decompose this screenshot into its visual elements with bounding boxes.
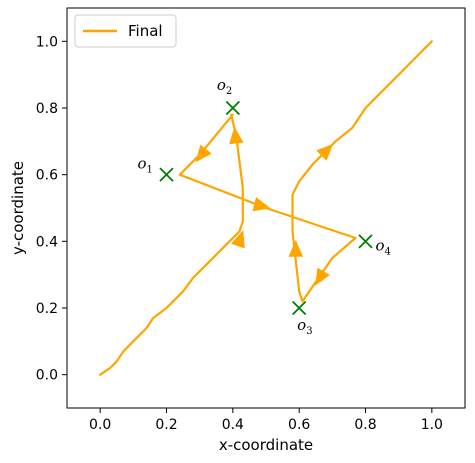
y-tick-label: 0.8	[36, 101, 58, 117]
ticks: 0.0 0.2 0.4 0.6 0.8 1.0 0.0 0.2 0.4 0.6 0.8 1.0	[36, 34, 443, 433]
direction-arrow	[195, 144, 212, 163]
observation-label-o2: o2	[217, 76, 232, 97]
x-tick-label: 0.0	[89, 417, 111, 433]
observation-label-o3: o3	[297, 316, 312, 337]
observation-marker-o3	[292, 300, 307, 316]
y-tick-label: 0.6	[36, 168, 58, 184]
x-tick-label: 0.6	[288, 417, 310, 433]
legend: Final	[74, 14, 177, 48]
x-tick-label: 0.2	[155, 417, 177, 433]
x-axis-label: x-coordinate	[219, 436, 313, 454]
observation-marker-o4	[358, 234, 373, 249]
direction-arrow	[231, 230, 245, 249]
direction-arrow	[316, 143, 334, 161]
observation-label-o1: o1	[138, 155, 153, 176]
axes-frame	[66, 7, 466, 409]
direction-arrow	[315, 267, 330, 286]
y-tick-label: 1.0	[36, 34, 58, 50]
y-tick-label: 0.4	[36, 234, 58, 250]
direction-arrow	[252, 197, 271, 212]
y-tick-label: 0.0	[36, 368, 58, 384]
x-tick-label: 0.8	[354, 417, 376, 433]
y-axis-label: y-coordinate	[9, 161, 27, 255]
x-tick-label: 1.0	[421, 417, 443, 433]
observation-marker-o2	[225, 100, 240, 116]
series-line-final	[99, 40, 433, 376]
direction-arrow	[288, 240, 304, 257]
x-tick-label: 0.4	[222, 417, 244, 433]
observation-marker-o1	[159, 167, 174, 182]
legend-label-final: Final	[128, 22, 163, 40]
legend-box	[74, 14, 177, 48]
plot-area: o1 o2 o3 o4	[99, 40, 433, 376]
y-tick-label: 0.2	[36, 301, 58, 317]
direction-arrow	[229, 126, 244, 145]
observation-label-o4: o4	[376, 236, 391, 257]
